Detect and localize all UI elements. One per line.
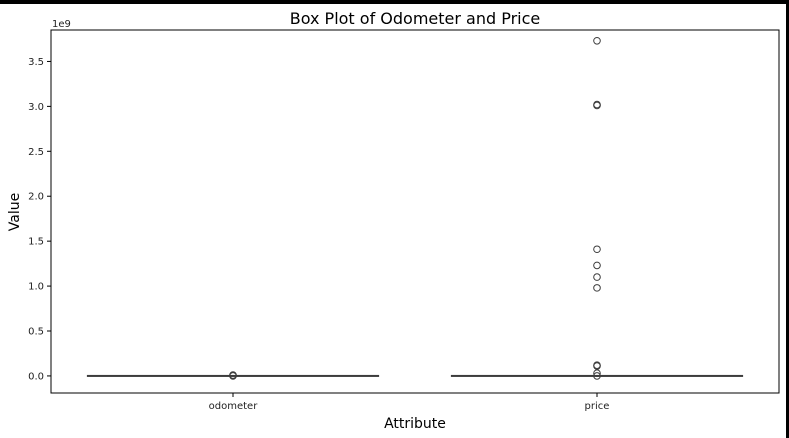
x-axis-label: Attribute (384, 416, 446, 432)
outlier-point-price (593, 372, 601, 380)
outlier-point-price (593, 101, 601, 110)
y-axis-ticks: 0.0 0.5 1.0 1.5 2.0 2.5 3.0 3.5 (28, 57, 51, 382)
outlier-point-price (593, 36, 601, 45)
x-axis-ticks: odometer price (209, 393, 610, 412)
plot-area-frame (50, 29, 780, 394)
x-tick-label: odometer (209, 401, 259, 412)
y-tick-label: 2.5 (28, 147, 44, 158)
y-tick-label: 3.0 (28, 102, 44, 113)
outlier-point-price (593, 245, 601, 254)
y-tick-label: 3.5 (28, 57, 44, 68)
y-tick-label: 0.0 (28, 371, 44, 382)
y-tick-label: 2.0 (28, 192, 44, 203)
outlier-point-price (593, 369, 601, 378)
right-border (786, 0, 789, 438)
y-axis-label: Value (7, 193, 23, 231)
y-tick-label: 0.5 (28, 327, 44, 338)
y-offset-label: 1e9 (52, 19, 71, 30)
y-tick-label: 1.5 (28, 237, 44, 248)
outlier-point-price (593, 273, 601, 281)
chart-title: Box Plot of Odometer and Price (290, 9, 541, 28)
outlier-point-price (593, 284, 601, 292)
top-border (0, 0, 789, 4)
outliers-group (229, 36, 601, 380)
outlier-point-price (593, 362, 601, 370)
y-tick-label: 1.0 (28, 282, 44, 293)
outlier-point-price (593, 261, 601, 270)
x-tick-label: price (585, 401, 610, 412)
outlier-point-odometer (229, 371, 237, 379)
boxes-group (86, 374, 744, 377)
